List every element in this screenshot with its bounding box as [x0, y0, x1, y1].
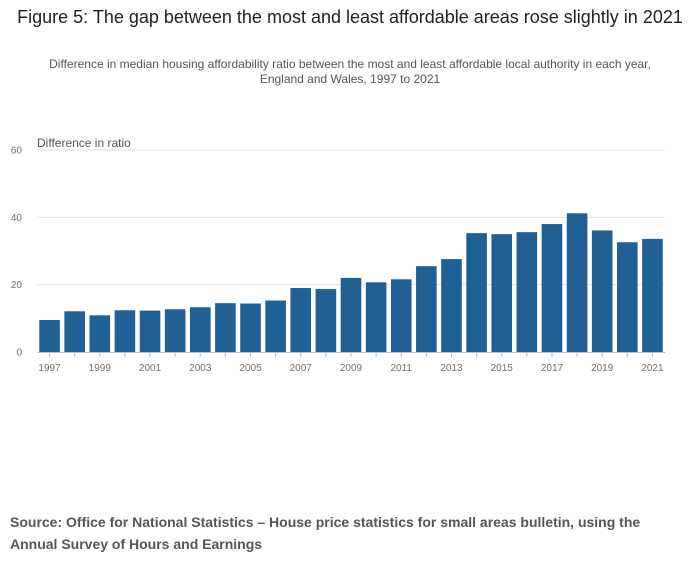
y-tick-label: 40: [11, 213, 23, 224]
y-axis-label: Difference in ratio: [37, 136, 131, 150]
bar-2007: [290, 288, 312, 352]
x-tick-label: 2003: [189, 363, 212, 374]
y-tick-label: 0: [16, 348, 22, 359]
bar-2002: [164, 309, 186, 352]
bar-1998: [64, 311, 85, 352]
chart-title: Figure 5: The gap between the most and l…: [17, 7, 683, 27]
bars: [39, 213, 663, 352]
x-axis: 1997 1999 2001 2003 2005 2007 2009 2011 2013 2015…: [37, 352, 665, 374]
bar-chart: Difference in ratio 0 20 40 60 1997 1999 2001…: [11, 136, 665, 374]
y-axis-ticks: 0 20 40 60: [11, 146, 23, 359]
x-tick-label: 2001: [139, 363, 162, 374]
bar-2009: [340, 277, 362, 352]
bar-2005: [240, 303, 261, 352]
bar-2001: [139, 310, 161, 352]
x-tick-label: 2013: [440, 363, 463, 374]
source-note: Source: Office for National Statistics –…: [10, 514, 641, 552]
x-tick-label: 2017: [541, 363, 564, 374]
y-tick-label: 20: [11, 280, 23, 291]
bar-1997: [39, 320, 60, 352]
y-tick-label: 60: [11, 146, 23, 157]
bar-2011: [390, 279, 412, 352]
bar-2013: [441, 259, 462, 352]
bar-2021: [642, 238, 663, 352]
chart-subtitle: Difference in median housing affordabili…: [49, 57, 651, 86]
bar-2020: [617, 242, 638, 352]
bar-2010: [365, 282, 387, 352]
bar-2008: [315, 289, 337, 352]
bar-1999: [89, 315, 111, 352]
x-tick-label: 2005: [239, 363, 262, 374]
x-tick-label: 2009: [340, 363, 363, 374]
bar-2003: [189, 307, 211, 352]
x-tick-label: 1999: [89, 363, 112, 374]
bar-2015: [491, 234, 513, 352]
bar-2019: [591, 230, 613, 352]
bar-2004: [215, 303, 236, 352]
x-tick-label: 2021: [641, 363, 664, 374]
bar-2000: [114, 310, 136, 352]
x-tick-label: 2019: [591, 363, 614, 374]
bar-2006: [265, 300, 286, 352]
bar-2014: [466, 233, 487, 352]
bar-2012: [416, 266, 437, 352]
x-tick-label: 2007: [290, 363, 313, 374]
x-tick-label: 2015: [491, 363, 514, 374]
x-tick-label: 1997: [38, 363, 61, 374]
bar-2018: [566, 213, 588, 352]
x-tick-label: 2011: [390, 363, 412, 374]
bar-2017: [541, 224, 563, 352]
bar-2016: [516, 232, 538, 352]
